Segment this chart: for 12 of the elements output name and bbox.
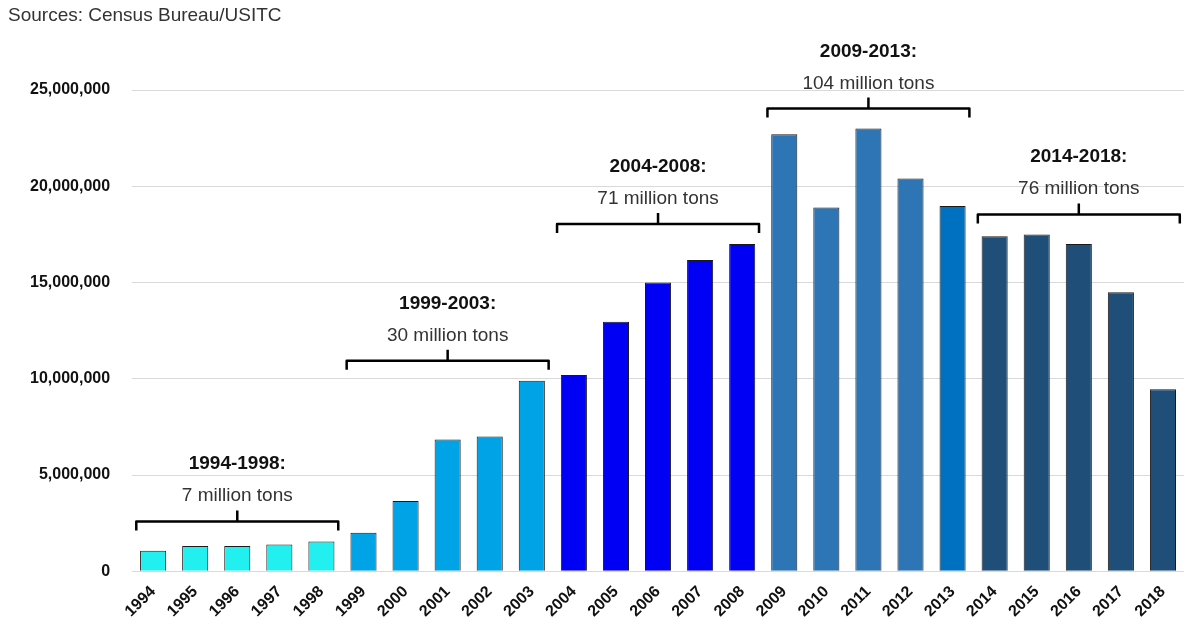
annotation: 1999-2003: 30 million tons bbox=[386, 291, 509, 345]
annotation: 2009-2013: 104 million tons bbox=[802, 39, 935, 93]
y-tick-label: 0 bbox=[101, 561, 111, 579]
annotation: 2014-2018: 76 million tons bbox=[1018, 145, 1140, 199]
y-tick-label: 15,000,000 bbox=[30, 272, 111, 290]
source-note: Sources: Census Bureau/USITC bbox=[8, 4, 283, 27]
y-tick-label: 25,000,000 bbox=[30, 80, 111, 98]
y-tick-label: 10,000,000 bbox=[30, 369, 111, 387]
annotation: 2004-2008: 71 million tons bbox=[597, 155, 719, 208]
y-tick-label: 5,000,000 bbox=[38, 465, 111, 483]
annotation: 1994-1998: 7 million tons bbox=[181, 452, 293, 506]
y-tick-label: 20,000,000 bbox=[30, 176, 111, 194]
